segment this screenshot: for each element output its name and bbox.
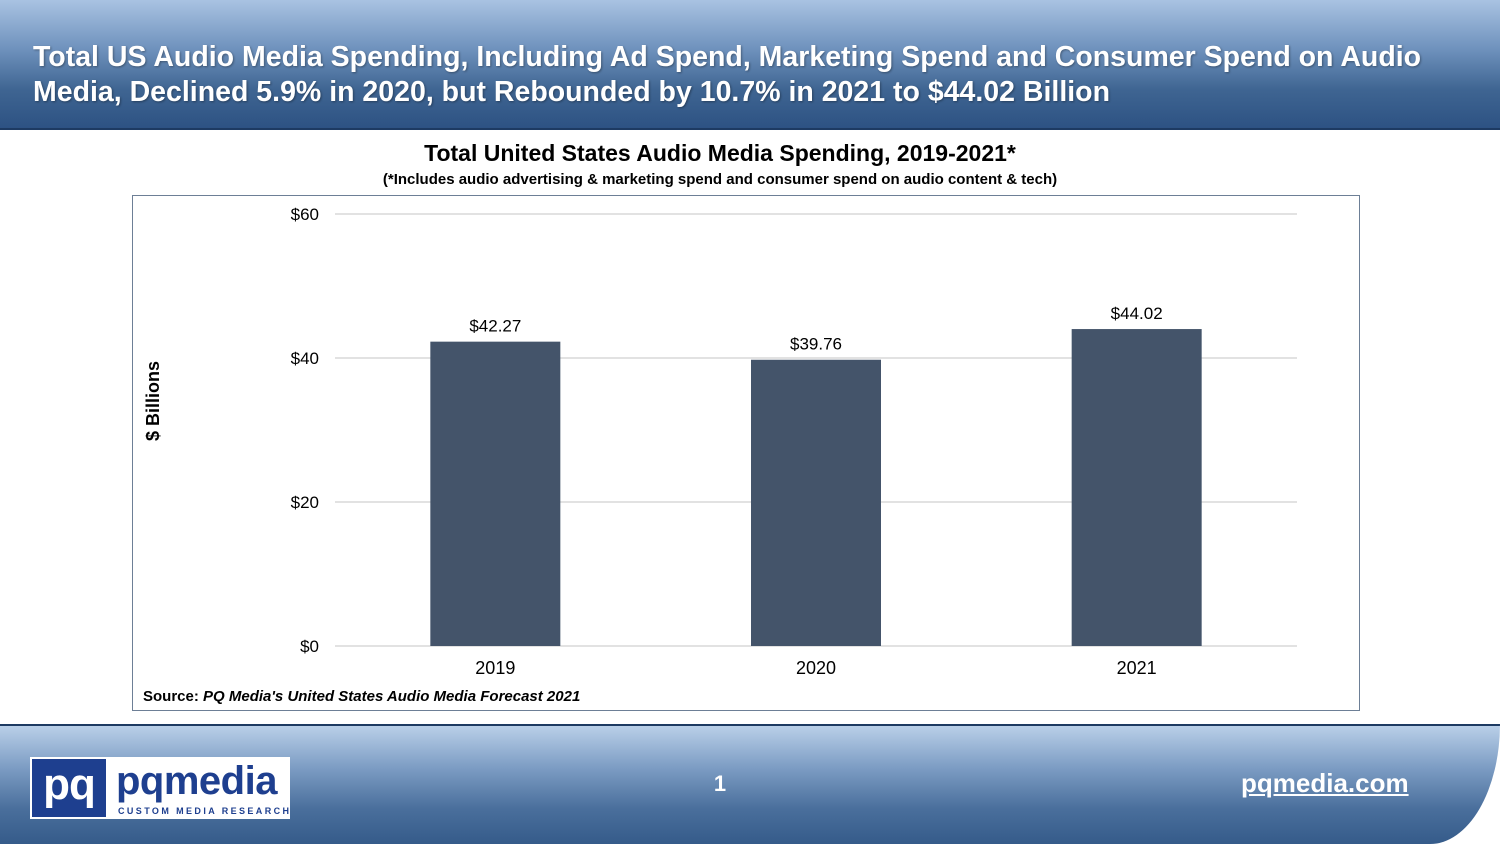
source-text: PQ Media's United States Audio Media For… xyxy=(203,688,581,705)
y-tick-label: $20 xyxy=(291,493,319,512)
bar-2020 xyxy=(751,359,881,646)
y-tick-label: $0 xyxy=(300,637,319,656)
bar-2019 xyxy=(430,341,561,646)
page-number: 1 xyxy=(713,771,727,796)
chart-source: Source: PQ Media's United States Audio M… xyxy=(143,688,580,705)
x-tick-label: 2021 xyxy=(1117,658,1157,678)
y-tick-label: $60 xyxy=(291,205,319,224)
data-label: $44.02 xyxy=(1111,304,1163,323)
source-prefix: Source: xyxy=(143,688,204,705)
x-tick-label: 2020 xyxy=(796,658,836,678)
y-axis-label: $ Billions xyxy=(143,361,163,441)
x-tick-label: 2019 xyxy=(475,658,515,678)
logo-wordmark: pqmedia xyxy=(116,759,277,803)
logo-mark: pq xyxy=(32,759,106,817)
website-link[interactable]: pqmedia.com xyxy=(1241,768,1409,798)
chart-area: $0 $20 $40 $60 $ Billions $42.27 2019 $39.76 202… xyxy=(132,195,1360,711)
logo-tagline: CUSTOM MEDIA RESEARCH xyxy=(118,806,292,816)
bar-2021 xyxy=(1071,329,1202,646)
chart-title: Total United States Audio Media Spending… xyxy=(424,140,1016,166)
chart-subtitle: (*Includes audio advertising & marketing… xyxy=(382,171,1058,188)
slide-title: Total US Audio Media Spending, Including… xyxy=(33,41,1422,108)
data-label: $42.27 xyxy=(469,317,521,336)
y-tick-label: $40 xyxy=(291,349,319,368)
bar-chart: $0 $20 $40 $60 $ Billions $42.27 2019 $39.76 202… xyxy=(143,205,1297,678)
pqmedia-logo[interactable]: pq pqmedia CUSTOM MEDIA RESEARCH xyxy=(30,757,290,819)
header-banner: Total US Audio Media Spending, Including… xyxy=(0,0,1500,130)
data-label: $39.76 xyxy=(790,335,842,354)
